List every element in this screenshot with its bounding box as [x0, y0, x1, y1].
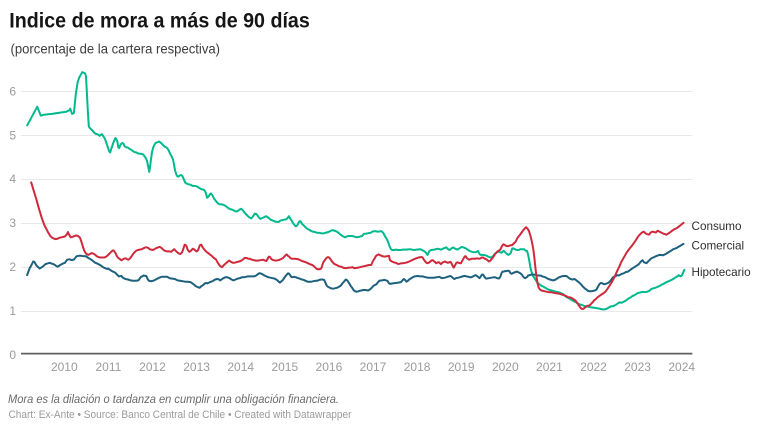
svg-text:1: 1 [9, 304, 16, 318]
svg-text:4: 4 [9, 172, 16, 186]
svg-text:2011: 2011 [95, 360, 121, 374]
svg-text:5: 5 [9, 128, 16, 142]
svg-text:2012: 2012 [139, 360, 166, 374]
svg-text:Hipotecario: Hipotecario [692, 266, 752, 279]
svg-text:Consumo: Consumo [692, 220, 743, 233]
svg-text:2020: 2020 [492, 360, 519, 374]
svg-text:2016: 2016 [316, 360, 343, 374]
svg-text:Mora es la dilación o tardanza: Mora es la dilación o tardanza en cumpli… [8, 392, 339, 406]
svg-text:2013: 2013 [183, 360, 210, 374]
svg-text:2015: 2015 [271, 360, 298, 374]
svg-text:2014: 2014 [227, 360, 254, 374]
svg-text:Chart: Ex-Ante • Source: Banco: Chart: Ex-Ante • Source: Banco Central d… [9, 409, 352, 421]
svg-text:2022: 2022 [580, 360, 607, 374]
svg-text:2021: 2021 [536, 360, 563, 374]
svg-text:6: 6 [9, 84, 16, 98]
svg-text:2010: 2010 [51, 360, 78, 374]
svg-text:0: 0 [9, 348, 16, 362]
svg-text:2019: 2019 [448, 360, 475, 374]
svg-text:2018: 2018 [404, 360, 431, 374]
svg-text:(porcentaje de la cartera resp: (porcentaje de la cartera respectiva) [11, 41, 221, 57]
svg-text:2017: 2017 [360, 360, 387, 374]
svg-text:2024: 2024 [668, 360, 695, 374]
svg-text:3: 3 [9, 216, 16, 230]
svg-text:Indice de mora a más de 90 día: Indice de mora a más de 90 días [9, 9, 310, 32]
svg-text:2023: 2023 [624, 360, 651, 374]
svg-text:Comercial: Comercial [692, 240, 745, 253]
svg-text:2: 2 [9, 260, 16, 274]
